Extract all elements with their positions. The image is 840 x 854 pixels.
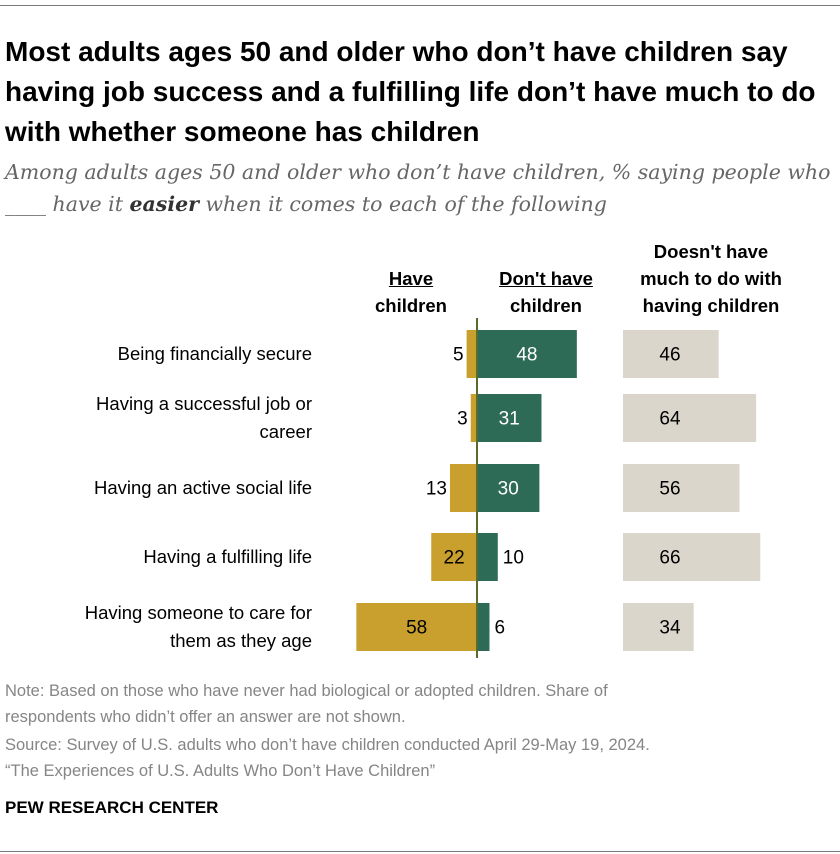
value-dont-have-children-3: 10 xyxy=(503,548,524,569)
value-have-children-3: 22 xyxy=(444,548,465,569)
subtitle-blank: ____ xyxy=(5,192,46,216)
bar-have-children-1 xyxy=(470,394,477,442)
header-have-line2: children xyxy=(375,295,447,316)
value-doesnt-matter-4: 34 xyxy=(659,618,681,639)
value-dont-have-children-4: 6 xyxy=(494,618,505,639)
category-label-0: Being financially secure xyxy=(2,340,312,368)
category-label-1-line-0: Having a successful job or xyxy=(96,393,312,414)
value-dont-have-children-1: 31 xyxy=(499,409,520,430)
subtitle-part-2: have it xyxy=(46,192,130,216)
category-label-0-line-0: Being financially secure xyxy=(117,343,312,364)
value-have-children-2: 13 xyxy=(426,479,447,500)
value-dont-have-children-2: 30 xyxy=(498,479,519,500)
bar-dont-have-children-2 xyxy=(477,464,540,512)
value-dont-have-children-0: 48 xyxy=(516,345,537,366)
value-have-children-4: 58 xyxy=(406,618,427,639)
bar-doesnt-matter-0 xyxy=(623,330,719,378)
value-doesnt-matter-3: 66 xyxy=(659,548,680,569)
top-rule xyxy=(0,5,840,6)
header-dont-line2: children xyxy=(510,295,582,316)
category-label-4-line-0: Having someone to care for xyxy=(84,602,312,623)
subtitle-emphasis: easier xyxy=(129,192,199,216)
bar-doesnt-matter-4 xyxy=(623,603,694,651)
value-have-children-1: 3 xyxy=(457,409,468,430)
value-doesnt-matter-2: 56 xyxy=(659,479,680,500)
chart-subtitle: Among adults ages 50 and older who don’t… xyxy=(5,156,835,220)
bar-dont-have-children-0 xyxy=(477,330,577,378)
bar-have-children-4 xyxy=(356,603,477,651)
subtitle-part-1: Among adults ages 50 and older who don’t… xyxy=(5,160,831,184)
category-label-4: Having someone to care for them as they a… xyxy=(2,599,312,655)
bar-doesnt-matter-3 xyxy=(623,533,761,581)
header-doesnt-matter: Doesn't have much to do with having chil… xyxy=(612,238,810,319)
note-line-1: Note: Based on those who have never had … xyxy=(5,682,608,700)
category-label-2-line-0: Having an active social life xyxy=(94,477,312,498)
bar-dont-have-children-1 xyxy=(477,394,542,442)
category-label-1: Having a successful job or career xyxy=(2,390,312,446)
bar-dont-have-children-3 xyxy=(477,533,498,581)
header-have-children: Have children xyxy=(366,265,456,319)
category-label-4-line-1: them as they age xyxy=(170,630,312,651)
category-label-1-line-1: career xyxy=(259,421,312,442)
bottom-rule xyxy=(0,851,840,852)
header-neutral-line1: Doesn't have xyxy=(653,241,769,262)
header-dont-line1: Don't have xyxy=(499,268,593,289)
note-line-2: respondents who didn’t offer an answer a… xyxy=(5,708,406,726)
source-line-1: Source: Survey of U.S. adults who don’t … xyxy=(5,736,650,754)
header-neutral-line2: much to do with xyxy=(640,268,782,289)
bar-have-children-3 xyxy=(431,533,477,581)
chart-title: Most adults ages 50 and older who don’t … xyxy=(5,36,816,147)
header-neutral-line3: having children xyxy=(642,295,780,316)
category-label-2: Having an active social life xyxy=(2,474,312,502)
value-doesnt-matter-0: 46 xyxy=(659,345,680,366)
value-doesnt-matter-1: 64 xyxy=(659,409,681,430)
subtitle-part-3: when it comes to each of the following xyxy=(198,192,607,216)
bar-doesnt-matter-2 xyxy=(623,464,740,512)
header-have-line1: Have xyxy=(388,268,434,289)
category-label-3: Having a fulfilling life xyxy=(2,543,312,571)
bar-have-children-0 xyxy=(466,330,477,378)
header-dont-have-children: Don't have children xyxy=(480,265,612,319)
source-line-2: “The Experiences of U.S. Adults Who Don’… xyxy=(5,762,436,780)
category-label-3-line-0: Having a fulfilling life xyxy=(143,546,312,567)
pew-research-logo-text: PEW RESEARCH CENTER xyxy=(5,798,219,817)
bar-doesnt-matter-1 xyxy=(623,394,757,442)
value-have-children-0: 5 xyxy=(453,345,464,366)
bar-dont-have-children-4 xyxy=(477,603,490,651)
bar-have-children-2 xyxy=(449,464,477,512)
